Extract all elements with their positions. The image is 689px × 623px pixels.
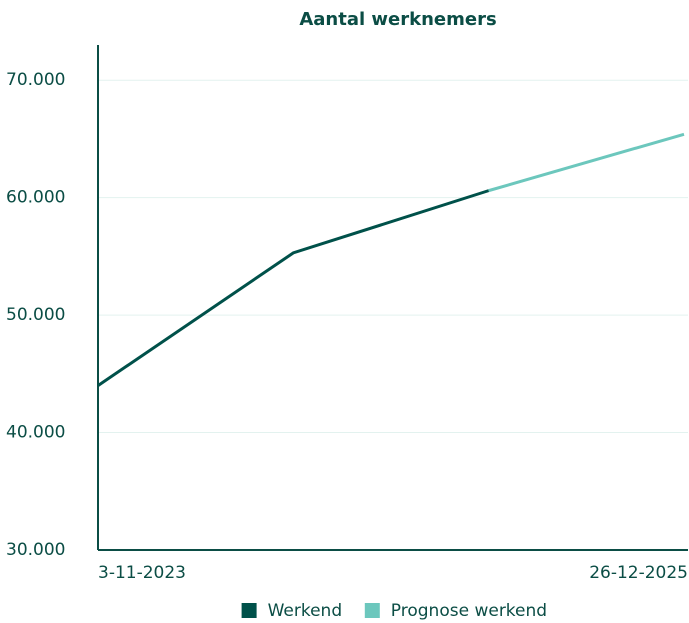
legend-label: Prognose werkend	[391, 601, 547, 621]
line-series	[488, 132, 685, 193]
chart-title: Aantal werknemers	[299, 9, 496, 30]
y-tick-label: 50.000	[6, 305, 65, 325]
y-tick-label: 30.000	[6, 540, 65, 560]
x-tick-label: 3-11-2023	[98, 563, 186, 583]
legend-swatch	[364, 603, 380, 618]
legend-label: Werkend	[268, 601, 343, 621]
y-tick-label: 60.000	[6, 188, 65, 208]
y-tick-label: 70.000	[6, 70, 65, 90]
x-tick-label: 26-12-2025	[589, 563, 688, 583]
y-tick-label: 40.000	[6, 423, 65, 443]
legend-swatch	[241, 603, 257, 618]
line-series	[97, 189, 490, 387]
